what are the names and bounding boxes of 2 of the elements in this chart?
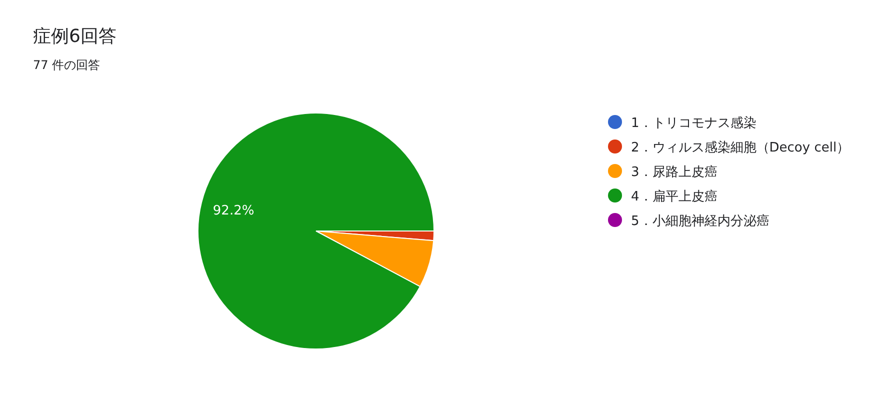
title: 症例6回答 (33, 26, 116, 47)
subtitle: 77 件の回答 (33, 58, 100, 72)
